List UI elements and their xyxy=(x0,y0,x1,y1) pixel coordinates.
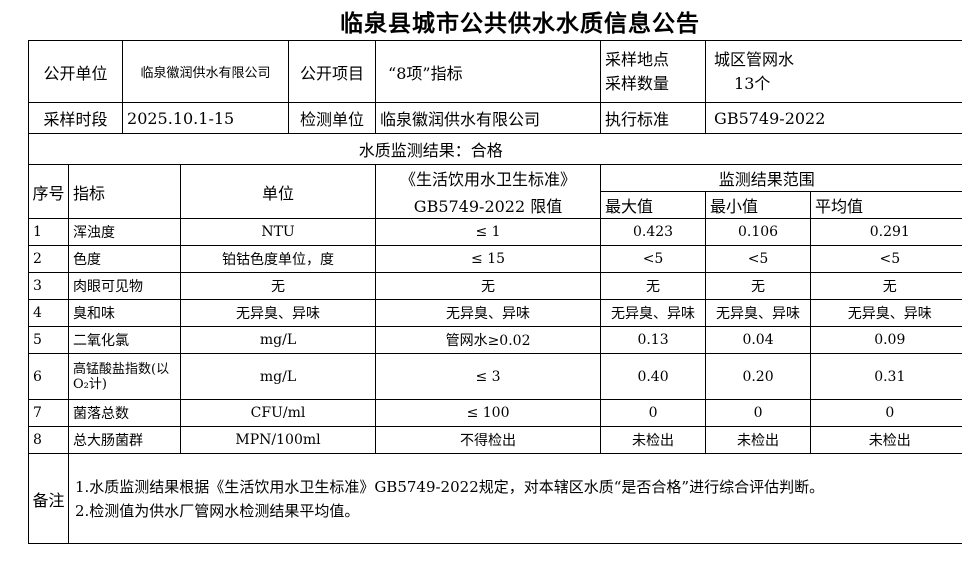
header-avg: 平均值 xyxy=(810,191,962,219)
result-summary: 水质监测结果：合格 xyxy=(27,133,962,165)
row-max: 0.40 xyxy=(600,353,707,400)
row-indicator: 肉眼可见物 xyxy=(67,272,182,300)
row-limit: 无异臭、异味 xyxy=(375,299,602,327)
table-row: 8 总大肠菌群 MPN/100ml 不得检出 未检出 未检出 未检出 xyxy=(28,426,962,454)
water-quality-table: 公开单位 临泉徽润供水有限公司 公开项目 “8项”指标 采样地点采样数量 城区管… xyxy=(27,40,962,544)
row-limit: 无 xyxy=(375,272,602,300)
row-min: 0.20 xyxy=(705,353,812,400)
site-value: 城区管网水 xyxy=(714,49,795,69)
row-unit: 铂钴色度单位，度 xyxy=(180,245,377,273)
row-no: 6 xyxy=(28,353,69,400)
header-indicator: 指标 xyxy=(67,164,182,219)
row-unit: mg/L xyxy=(180,326,377,354)
row-avg: 0 xyxy=(810,399,962,427)
row-limit: ≤ 1 xyxy=(375,218,602,246)
tester-value: 临泉徽润供水有限公司 xyxy=(375,102,602,134)
table-row: 1 浑浊度 NTU ≤ 1 0.423 0.106 0.291 xyxy=(28,218,962,246)
row-no: 3 xyxy=(28,272,69,300)
row-unit: 无 xyxy=(180,272,377,300)
row-no: 2 xyxy=(28,245,69,273)
count-label: 采样数量 xyxy=(605,73,670,93)
row-indicator: 高锰酸盐指数(以O₂计) xyxy=(67,353,182,400)
row-max: <5 xyxy=(600,245,707,273)
row-no: 4 xyxy=(28,299,69,327)
period-value: 2025.10.1-15 xyxy=(122,102,290,134)
notes-text: 1.水质监测结果根据《生活饮用水卫生标准》GB5749-2022规定，对本辖区水… xyxy=(67,453,962,544)
table-row: 2 色度 铂钴色度单位，度 ≤ 15 <5 <5 <5 xyxy=(28,245,962,273)
row-max: 无 xyxy=(600,272,707,300)
project-value: “8项”指标 xyxy=(375,40,602,103)
site-count-values: 城区管网水 13个 xyxy=(705,40,962,103)
row-min: 无 xyxy=(705,272,812,300)
row-indicator: 菌落总数 xyxy=(67,399,182,427)
row-no: 1 xyxy=(28,218,69,246)
row-max: 未检出 xyxy=(600,426,707,454)
table-row: 4 臭和味 无异臭、异味 无异臭、异味 无异臭、异味 无异臭、异味 无异臭、异味 xyxy=(28,299,962,327)
row-limit: ≤ 15 xyxy=(375,245,602,273)
row-unit: CFU/ml xyxy=(180,399,377,427)
site-count-labels: 采样地点 采样数量 xyxy=(600,40,707,103)
row-min: 0.106 xyxy=(705,218,812,246)
standard-value: GB5749-2022 xyxy=(705,102,962,134)
row-unit: 无异臭、异味 xyxy=(180,299,377,327)
row-avg: <5 xyxy=(810,245,962,273)
row-indicator: 臭和味 xyxy=(67,299,182,327)
row-indicator: 二氧化氯 xyxy=(67,326,182,354)
row-indicator: 色度 xyxy=(67,245,182,273)
row-limit: ≤ 100 xyxy=(375,399,602,427)
header-min: 最小值 xyxy=(705,191,812,219)
notes-label: 备注 xyxy=(28,453,69,544)
table-row: 7 菌落总数 CFU/ml ≤ 100 0 0 0 xyxy=(28,399,962,427)
page-title: 临泉县城市公共供水水质信息公告 xyxy=(340,11,700,37)
row-avg: 无异臭、异味 xyxy=(810,299,962,327)
row-limit: ≤ 3 xyxy=(375,353,602,400)
header-unit: 单位 xyxy=(180,164,377,219)
header-range: 监测结果范围 xyxy=(600,164,962,192)
row-no: 5 xyxy=(28,326,69,354)
row-max: 0 xyxy=(600,399,707,427)
row-no: 8 xyxy=(28,426,69,454)
publisher-label: 公开单位 xyxy=(27,40,124,103)
row-min: 未检出 xyxy=(705,426,812,454)
row-limit: 不得检出 xyxy=(375,426,602,454)
row-avg: 未检出 xyxy=(810,426,962,454)
header-max: 最大值 xyxy=(600,191,707,219)
row-max: 0.423 xyxy=(600,218,707,246)
row-min: 0 xyxy=(705,399,812,427)
row-no: 7 xyxy=(28,399,69,427)
row-indicator: 浑浊度 xyxy=(67,218,182,246)
row-avg: 0.31 xyxy=(810,353,962,400)
note-item: 1.水质监测结果根据《生活饮用水卫生标准》GB5749-2022规定，对本辖区水… xyxy=(75,477,825,496)
table-row: 5 二氧化氯 mg/L 管网水≥0.02 0.13 0.04 0.09 xyxy=(28,326,962,354)
header-limit-line1: 《生活饮用水卫生标准》 xyxy=(375,164,602,192)
header-limit-line2: GB5749-2022 限值 xyxy=(375,191,602,219)
header-no: 序号 xyxy=(28,164,69,219)
row-min: 0.04 xyxy=(705,326,812,354)
row-avg: 0.291 xyxy=(810,218,962,246)
note-item: 2.检测值为供水厂管网水检测结果平均值。 xyxy=(75,501,360,520)
count-value: 13个 xyxy=(734,73,771,93)
row-max: 无异臭、异味 xyxy=(600,299,707,327)
row-unit: MPN/100ml xyxy=(180,426,377,454)
standard-label: 执行标准 xyxy=(600,102,707,134)
project-label: 公开项目 xyxy=(288,40,377,103)
tester-label: 检测单位 xyxy=(288,102,377,134)
site-label: 采样地点 xyxy=(605,49,670,69)
row-max: 0.13 xyxy=(600,326,707,354)
table-row: 6 高锰酸盐指数(以O₂计) mg/L ≤ 3 0.40 0.20 0.31 xyxy=(28,353,962,400)
row-avg: 0.09 xyxy=(810,326,962,354)
row-min: <5 xyxy=(705,245,812,273)
row-unit: NTU xyxy=(180,218,377,246)
row-avg: 无 xyxy=(810,272,962,300)
table-row: 3 肉眼可见物无无无无无 xyxy=(28,272,962,300)
row-min: 无异臭、异味 xyxy=(705,299,812,327)
publisher-value: 临泉徽润供水有限公司 xyxy=(122,40,290,103)
row-indicator: 总大肠菌群 xyxy=(67,426,182,454)
row-limit: 管网水≥0.02 xyxy=(375,326,602,354)
row-unit: mg/L xyxy=(180,353,377,400)
period-label: 采样时段 xyxy=(27,102,124,134)
